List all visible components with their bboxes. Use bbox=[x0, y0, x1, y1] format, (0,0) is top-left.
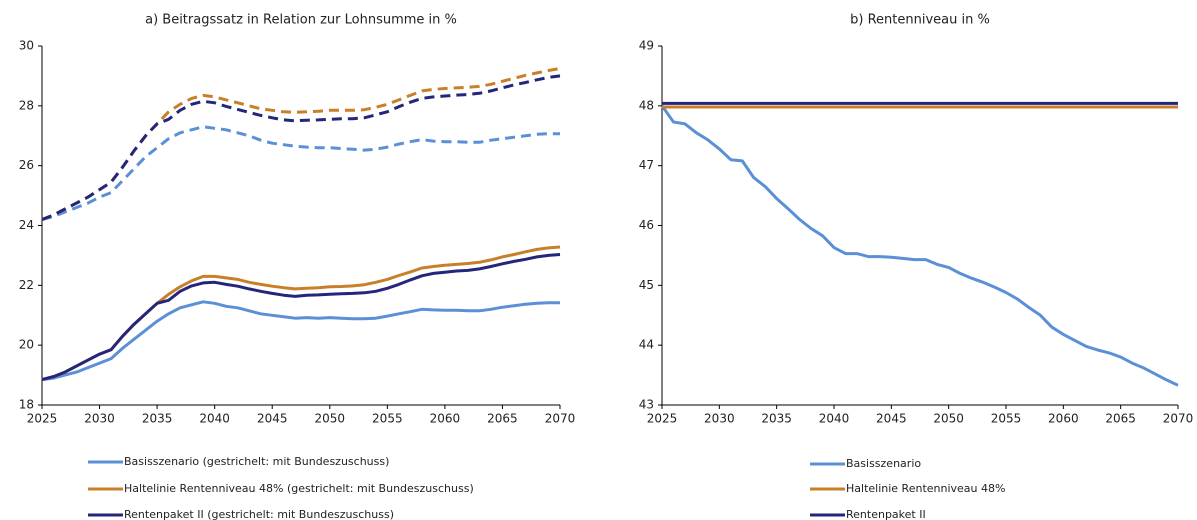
x-tick-label: 2050 bbox=[315, 412, 346, 426]
x-tick-label: 2045 bbox=[876, 412, 907, 426]
x-tick-label: 2060 bbox=[1048, 412, 1079, 426]
x-tick-label: 2030 bbox=[84, 412, 115, 426]
x-tick-label: 2035 bbox=[142, 412, 173, 426]
legend-label: Basisszenario (gestrichelt: mit Bundeszu… bbox=[124, 455, 389, 468]
x-tick-label: 2025 bbox=[647, 412, 678, 426]
y-tick-label: 49 bbox=[639, 39, 654, 53]
y-tick-label: 24 bbox=[19, 218, 34, 232]
x-tick-label: 2030 bbox=[704, 412, 735, 426]
y-tick-label: 45 bbox=[639, 278, 654, 292]
legend-label: Haltelinie Rentenniveau 48% bbox=[846, 482, 1005, 495]
y-tick-label: 26 bbox=[19, 158, 34, 172]
x-tick-label: 2035 bbox=[761, 412, 792, 426]
y-tick-label: 46 bbox=[639, 218, 654, 232]
y-tick-label: 30 bbox=[19, 39, 34, 53]
dashed-line bbox=[41, 125, 560, 221]
dashed-line bbox=[41, 66, 561, 221]
y-tick-label: 47 bbox=[639, 158, 654, 172]
chart-title: a) Beitragssatz in Relation zur Lohnsumm… bbox=[145, 13, 457, 28]
y-tick-label: 48 bbox=[639, 98, 654, 112]
dashed-line bbox=[41, 74, 561, 221]
y-tick-label: 20 bbox=[19, 338, 34, 352]
x-tick-label: 2025 bbox=[27, 412, 58, 426]
x-tick-label: 2040 bbox=[199, 412, 230, 426]
legend-label: Rentenpaket II bbox=[846, 508, 926, 520]
y-tick-label: 44 bbox=[639, 338, 654, 352]
x-tick-label: 2040 bbox=[819, 412, 850, 426]
x-tick-label: 2060 bbox=[430, 412, 461, 426]
line bbox=[41, 300, 560, 382]
y-tick-label: 28 bbox=[19, 98, 34, 112]
legend-label: Haltelinie Rentenniveau 48% (gestrichelt… bbox=[124, 482, 474, 495]
line bbox=[41, 253, 561, 382]
legend-label: Basisszenario bbox=[846, 457, 921, 470]
chart-title: b) Rentenniveau in % bbox=[850, 13, 990, 28]
x-tick-label: 2070 bbox=[1163, 412, 1194, 426]
x-tick-label: 2045 bbox=[257, 412, 288, 426]
x-tick-label: 2055 bbox=[372, 412, 403, 426]
line bbox=[660, 104, 1179, 387]
x-tick-label: 2070 bbox=[545, 412, 576, 426]
x-tick-label: 2050 bbox=[933, 412, 964, 426]
x-tick-label: 2055 bbox=[991, 412, 1022, 426]
x-tick-label: 2065 bbox=[487, 412, 518, 426]
legend-label: Rentenpaket II (gestrichelt: mit Bundesz… bbox=[124, 508, 394, 520]
x-tick-label: 2065 bbox=[1105, 412, 1136, 426]
y-tick-label: 22 bbox=[19, 278, 34, 292]
y-tick-label: 18 bbox=[19, 398, 34, 412]
y-tick-label: 43 bbox=[639, 398, 654, 412]
